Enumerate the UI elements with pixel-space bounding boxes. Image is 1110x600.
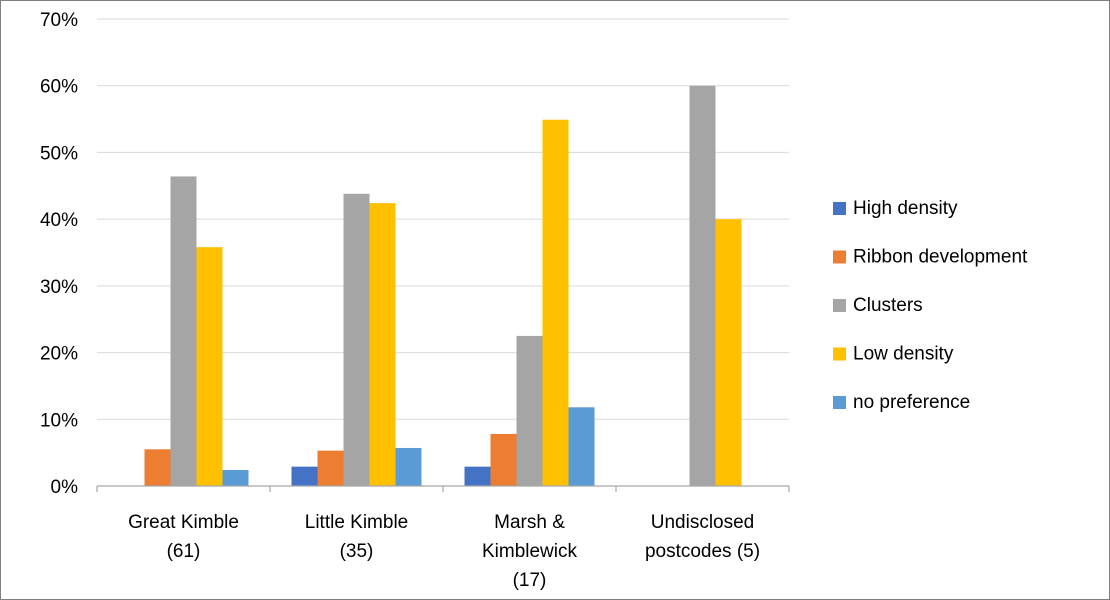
category-label: Little Kimble (35) [305,512,409,562]
legend-label: Low density [853,344,954,365]
bar [715,219,742,486]
legend-swatch [833,202,846,215]
y-tick-label: 40% [40,210,78,231]
legend-swatch [833,299,846,312]
bar [222,469,249,486]
category-label-line: postcodes (5) [645,541,760,562]
legend-swatch [833,396,846,409]
bar [464,466,491,486]
bar [516,335,543,486]
category-label-line: (35) [340,541,374,562]
bar [317,450,344,486]
bar [395,447,422,486]
bar [144,449,171,486]
x-axis [96,485,790,492]
bar [369,203,396,487]
category-label-line: (17) [513,570,547,591]
y-tick-label: 10% [40,410,78,431]
legend-swatch [833,250,846,264]
bar [689,85,716,486]
legend-label: no preference [853,392,970,413]
category-labels: Great Kimble (61) Little Kimble (35) Marsh &… [128,512,760,591]
y-tick-labels: 0% 10% 20% 30% 40% 50% 60% 70% [40,10,78,498]
legend-label: Ribbon development [853,247,1028,268]
bar [170,176,197,486]
y-tick-label: 70% [40,10,78,31]
category-label-line: Marsh & [494,512,565,533]
bar [291,466,318,486]
bar [490,433,517,486]
category-label-line: Little Kimble [305,512,409,533]
y-tick-label: 0% [51,477,79,498]
y-tick-label: 60% [40,77,78,98]
legend-swatch [833,347,846,361]
category-label-line: (61) [167,541,201,562]
bar [542,119,569,486]
category-label: Great Kimble (61) [128,512,239,562]
category-label-line: Undisclosed [651,512,755,533]
bar [343,193,370,486]
legend-label: High density [853,198,958,219]
y-tick-label: 20% [40,344,78,365]
bar [568,407,595,486]
legend: High density Ribbon development Clusters Lo… [833,198,1028,413]
bar [196,247,223,486]
legend-label: Clusters [853,295,923,316]
bars [144,85,742,487]
category-label: Undisclosed postcodes (5) [645,512,760,562]
y-tick-label: 50% [40,143,78,164]
category-label-line: Great Kimble [128,512,239,533]
category-label: Marsh & Kimblewick (17) [482,512,578,591]
category-label-line: Kimblewick [482,541,578,562]
y-tick-label: 30% [40,277,78,298]
